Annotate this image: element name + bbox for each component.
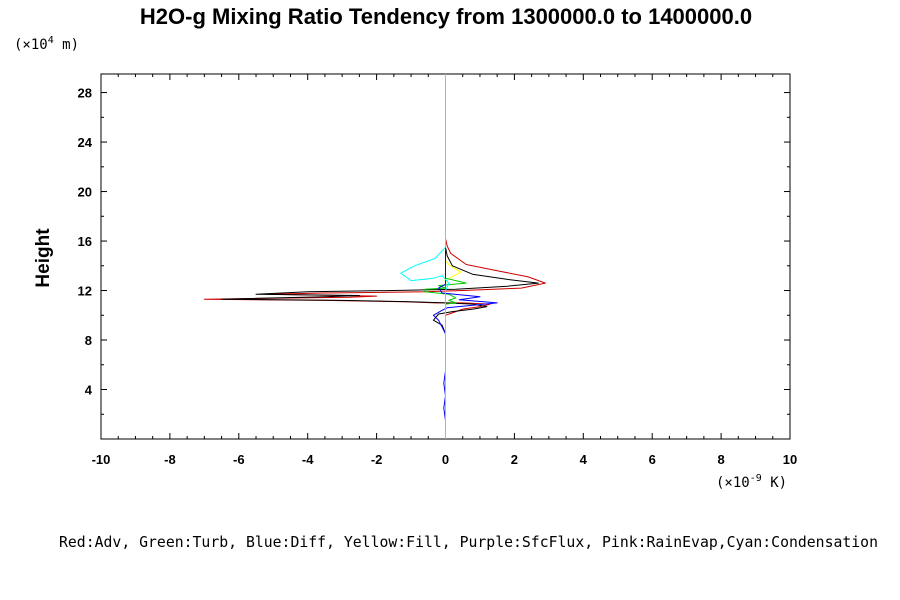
y-tick-label: 8 [85, 333, 92, 348]
y-tick-label: 12 [78, 284, 92, 299]
y-tick-labels: 4 8 12 16 20 24 28 [78, 86, 93, 398]
x-tick-label: -4 [302, 452, 314, 467]
y-tick-label: 4 [85, 383, 93, 398]
axis-ticks [100, 74, 791, 439]
series-line [432, 74, 498, 439]
x-tick-label: 10 [783, 452, 797, 467]
y-tick-label: 16 [78, 234, 92, 249]
x-tick-label: -6 [233, 452, 245, 467]
x-tick-label: -2 [371, 452, 383, 467]
y-tick-label: 20 [78, 185, 92, 200]
x-tick-label: 4 [580, 452, 588, 467]
series-line [400, 74, 450, 439]
y-axis-unit: (×104 m) [14, 35, 79, 53]
series-line [424, 74, 467, 439]
x-tick-label: -8 [164, 452, 176, 467]
chart-title: H2O-g Mixing Ratio Tendency from 1300000… [140, 4, 752, 29]
series-line [221, 74, 539, 439]
series-lines [203, 74, 546, 439]
x-tick-label: 2 [511, 452, 518, 467]
x-tick-label: 6 [649, 452, 656, 467]
y-tick-label: 28 [78, 86, 92, 101]
series-line [445, 74, 462, 439]
x-tick-labels: -10 -8 -6 -4 -2 0 2 4 6 8 10 [92, 452, 798, 467]
y-axis-label: Height [33, 228, 54, 288]
series-line [203, 74, 546, 439]
x-tick-label: 8 [717, 452, 724, 467]
y-tick-label: 24 [78, 135, 93, 150]
legend-text: Red:Adv, Green:Turb, Blue:Diff, Yellow:F… [59, 533, 878, 551]
x-axis-unit: (×10-9 K) [716, 473, 787, 491]
x-tick-label: -10 [92, 452, 111, 467]
x-tick-label: 0 [442, 452, 449, 467]
